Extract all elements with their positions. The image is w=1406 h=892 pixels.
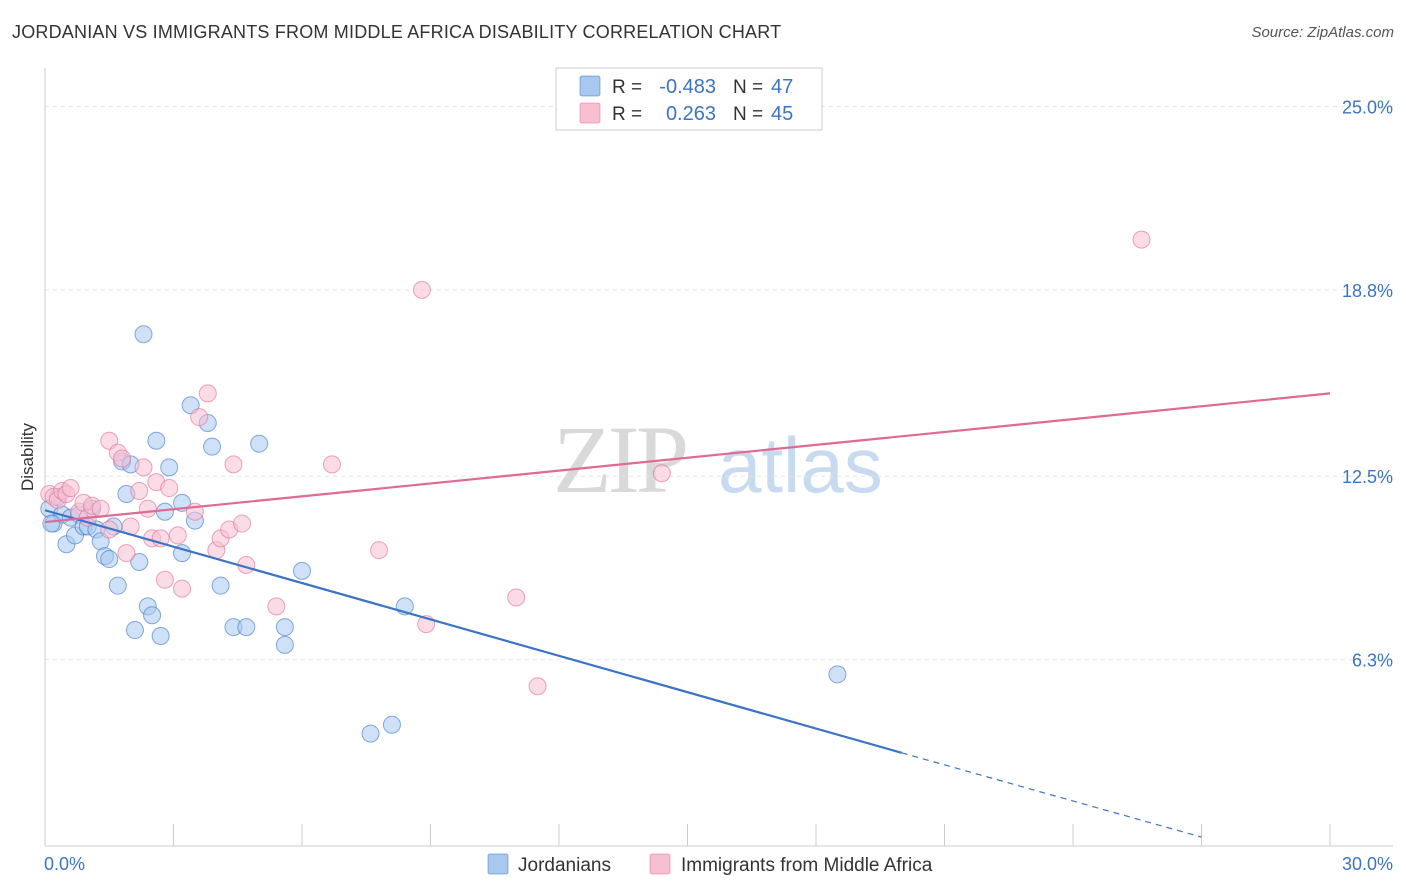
- middle-africa-point-42: [528, 677, 547, 696]
- middle-africa-point-14: [113, 449, 132, 468]
- legend-r-label-2: R =: [612, 104, 642, 125]
- jordanians-point-45: [828, 665, 847, 684]
- jordanians-point-22: [134, 325, 153, 344]
- jordanians-point-43: [382, 715, 401, 734]
- middle-africa-point-26: [173, 579, 192, 598]
- jordanians-point-37: [237, 618, 256, 637]
- y-tick-label-0: 6.3%: [1352, 651, 1393, 671]
- legend-r-value-2: 0.263: [666, 103, 716, 125]
- watermark-atlas: atlas: [718, 421, 883, 509]
- middle-africa-point-34: [233, 514, 252, 533]
- bottom-legend-label-jordanians: Jordanians: [518, 855, 611, 876]
- middle-africa-point-29: [198, 384, 217, 403]
- jordanians-point-38: [250, 434, 269, 453]
- jordanians-point-26: [151, 626, 170, 645]
- middle-africa-point-43: [652, 464, 671, 483]
- middle-africa-point-44: [1132, 230, 1151, 249]
- jordanians-point-25: [147, 431, 166, 450]
- legend-r-label-1: R =: [612, 77, 642, 98]
- legend-swatch-jordanians: [579, 75, 601, 97]
- bottom-legend-swatch-middle-africa: [649, 853, 671, 875]
- middle-africa-point-18: [134, 458, 153, 477]
- middle-africa-point-28: [190, 408, 209, 427]
- y-tick-label-3: 25.0%: [1342, 97, 1393, 117]
- middle-africa-point-39: [412, 280, 431, 299]
- jordanians-point-46: [42, 514, 61, 533]
- jordanians-point-35: [211, 576, 230, 595]
- legend-n-label-1: N =: [733, 77, 763, 98]
- middle-africa-point-38: [370, 541, 389, 560]
- y-tick-label-1: 12.5%: [1342, 467, 1393, 487]
- chart-title: JORDANIAN VS IMMIGRANTS FROM MIDDLE AFRI…: [12, 22, 782, 42]
- legend-n-value-2: 45: [771, 103, 793, 125]
- y-axis-title: Disability: [18, 422, 37, 491]
- middle-africa-point-25: [168, 526, 187, 545]
- watermark: ZIP atlas: [553, 406, 883, 513]
- y-tick-labels: 6.3% 12.5% 18.8% 25.0%: [1342, 97, 1393, 670]
- jordanians-point-39: [275, 635, 294, 654]
- legend-n-label-2: N =: [733, 104, 763, 125]
- middle-africa-point-19: [138, 499, 157, 518]
- bottom-legend-swatch-jordanians: [487, 853, 509, 875]
- middle-africa-point-24: [160, 479, 179, 498]
- grid: [45, 105, 1393, 661]
- trend-lines: [44, 392, 1331, 838]
- middle-africa-point-36: [267, 597, 286, 616]
- jordanians-point-14: [100, 550, 119, 569]
- jordanians-point-21: [130, 553, 149, 572]
- x-ticks: [44, 824, 1331, 846]
- bottom-legend: Jordanians Immigrants from Middle Africa: [487, 853, 933, 876]
- jordanians-point-34: [203, 437, 222, 456]
- middle-africa-point-15: [117, 544, 136, 563]
- chart-source: Source: ZipAtlas.com: [1251, 24, 1394, 41]
- jordanians-point-28: [160, 458, 179, 477]
- jordanians-point-42: [361, 724, 380, 743]
- legend-swatch-middle-africa: [579, 102, 601, 124]
- middle-africa-point-33: [224, 455, 243, 474]
- middle-africa-trend-line: [44, 392, 1331, 524]
- middle-africa-point-23: [155, 570, 174, 589]
- legend-r-value-1: -0.483: [659, 76, 716, 98]
- jordanians-point-40: [275, 618, 294, 637]
- x-tick-label-max: 30.0%: [1342, 854, 1393, 874]
- legend-box: R = -0.483 N = 47 R = 0.263 N = 45: [555, 67, 823, 131]
- jordanians-point-16: [108, 576, 127, 595]
- middle-africa-point-41: [507, 588, 526, 607]
- jordanians-point-41: [293, 561, 311, 580]
- legend-n-value-1: 47: [771, 76, 793, 98]
- jordanians-point-24: [143, 606, 162, 625]
- x-tick-label-min: 0.0%: [44, 854, 85, 874]
- middle-africa-point-17: [130, 482, 149, 501]
- middle-africa-point-37: [322, 455, 341, 474]
- jordanians-trend-line: [44, 509, 902, 754]
- bottom-legend-label-middle-africa: Immigrants from Middle Africa: [681, 855, 933, 876]
- y-tick-label-2: 18.8%: [1342, 281, 1393, 301]
- middle-africa-point-10: [91, 499, 110, 518]
- middle-africa-point-5: [61, 479, 80, 498]
- jordanians-point-20: [125, 621, 144, 640]
- jordanians-trend-line-extension: [901, 752, 1202, 838]
